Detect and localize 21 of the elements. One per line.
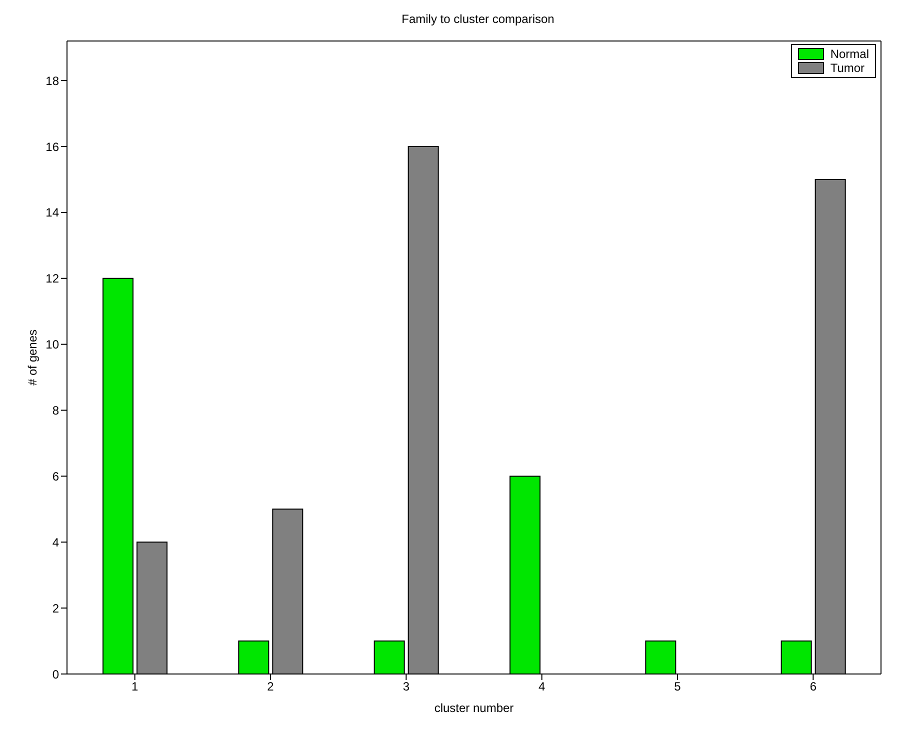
x-tick-label: 2: [267, 680, 274, 694]
y-tick-label: 8: [52, 404, 60, 418]
x-tick-label: 5: [674, 680, 682, 694]
y-tick-label: 14: [46, 206, 60, 220]
x-tick-label: 1: [131, 680, 138, 694]
y-tick-label: 2: [52, 601, 60, 616]
y-axis-title: # of genes: [25, 329, 40, 386]
y-tick-label: 6: [52, 469, 60, 484]
legend-label: Tumor: [830, 61, 865, 75]
x-tick-label: 6: [810, 680, 817, 694]
y-tick-label: 16: [46, 140, 60, 154]
chart-title: Family to cluster comparison: [400, 12, 556, 26]
y-tick-label: 4: [52, 535, 60, 550]
y-tick-label: 12: [46, 272, 60, 286]
y-tick-label: 0: [52, 667, 60, 682]
x-axis-title: cluster number: [434, 701, 514, 715]
y-tick-label: 18: [46, 74, 60, 88]
legend-label: Normal: [830, 47, 869, 61]
y-tick-label: 10: [46, 338, 60, 352]
x-tick-label: 3: [402, 680, 410, 694]
x-tick-label: 4: [538, 680, 546, 694]
